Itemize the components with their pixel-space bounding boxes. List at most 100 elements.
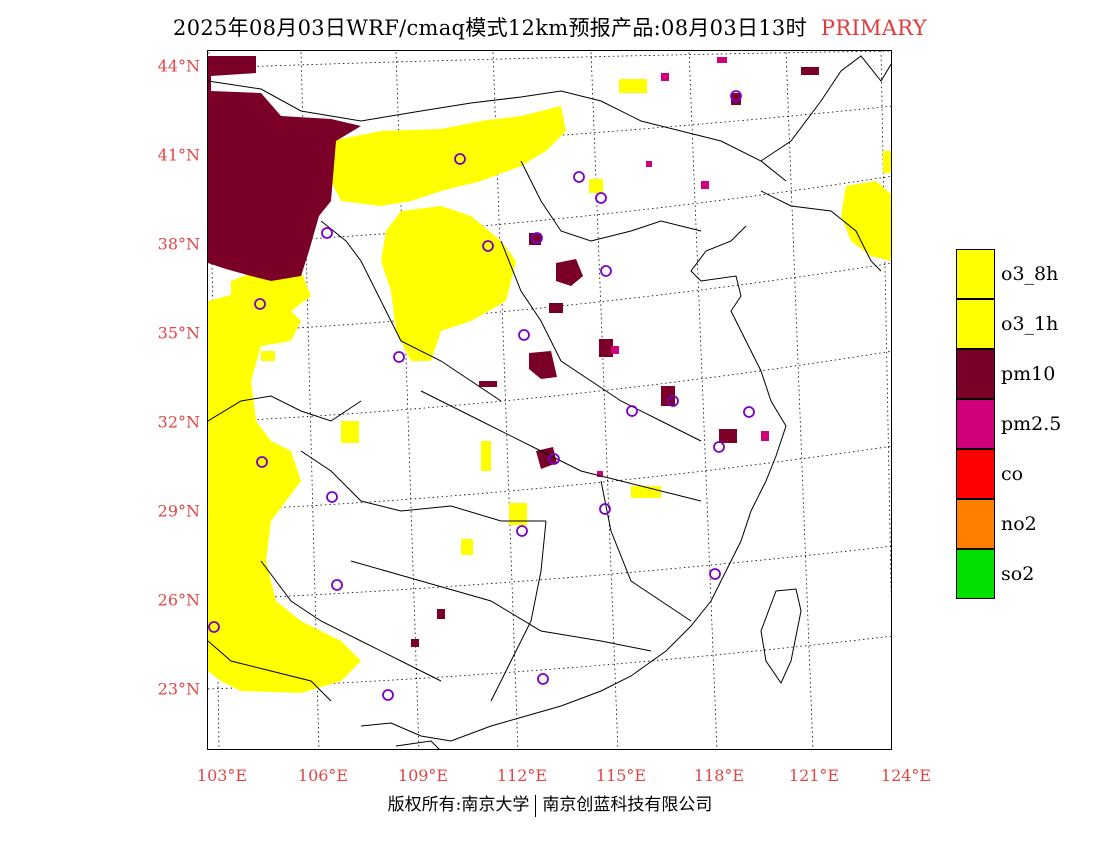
forecast-map [207, 50, 892, 750]
station-marker [537, 673, 549, 685]
station-marker [326, 491, 338, 503]
pm25-patch-6 [761, 431, 769, 441]
lon-line-118 [688, 51, 718, 749]
lat-line-26 [208, 545, 891, 601]
legend-swatch [956, 298, 995, 349]
lat-label-26: 26°N [157, 590, 200, 610]
pm10-patch-5 [661, 386, 675, 406]
province-9 [260, 560, 442, 682]
legend-item-o3-1h: o3_1h [956, 298, 1061, 349]
lat-line-23 [208, 635, 891, 690]
lon-label-103: 103°E [196, 766, 248, 785]
province-7 [600, 480, 692, 622]
lon-line-124 [880, 51, 891, 606]
legend-item-o3-8h: o3_8h [956, 248, 1061, 299]
province-4 [350, 560, 652, 652]
legend-swatch [956, 398, 995, 449]
lat-label-32: 32°N [157, 412, 200, 432]
station-marker [531, 232, 543, 244]
station-marker [743, 406, 755, 418]
map-canvas [208, 51, 891, 749]
lat-line-35 [208, 262, 891, 334]
pm10-patch-shanxi [556, 259, 583, 286]
legend-swatch [956, 498, 995, 549]
coastline [360, 190, 882, 742]
legend-item-co: co [956, 448, 1061, 499]
taiwan [760, 588, 802, 685]
o3-patch-7 [631, 486, 661, 498]
footer-left: 版权所有:南京大学 [387, 795, 530, 815]
o3-region-loess [381, 206, 516, 361]
legend-label: co [1001, 463, 1024, 485]
station-marker [599, 503, 611, 515]
title-primary-tag: PRIMARY [820, 16, 927, 40]
o3-patch-1 [619, 79, 647, 93]
lon-label-124: 124°E [880, 766, 932, 785]
station-marker [321, 227, 333, 239]
border-northeast [760, 55, 891, 162]
pm10-patch-4 [411, 639, 419, 647]
legend-label: o3_1h [1001, 313, 1059, 335]
province-11 [208, 640, 332, 702]
legend-label: pm10 [1001, 363, 1056, 385]
legend-label: o3_8h [1001, 263, 1059, 285]
pm10-patch-7 [801, 67, 819, 75]
footer-right: 南京创蓝科技有限公司 [542, 795, 713, 815]
o3-region-northeast [841, 181, 891, 261]
pm10-patch-jiangsu [719, 429, 737, 443]
lon-line-115 [590, 51, 619, 749]
o3-patch-6 [341, 421, 359, 443]
province-6 [500, 240, 702, 442]
o3-patch-8 [261, 351, 275, 361]
legend-label: so2 [1001, 563, 1035, 585]
legend-label: no2 [1001, 513, 1037, 535]
lon-label-106: 106°E [297, 766, 349, 785]
legend-item-pm10: pm10 [956, 348, 1061, 399]
pm10-patch-3 [437, 609, 445, 619]
province-8 [490, 520, 547, 702]
station-marker [331, 579, 343, 591]
lat-label-29: 29°N [157, 501, 200, 521]
o3-region-west [208, 291, 361, 693]
legend-swatch [956, 548, 995, 599]
o3-patch-9 [883, 151, 891, 173]
station-marker [667, 395, 679, 407]
province-10 [208, 395, 362, 422]
o3-patch-2 [589, 179, 603, 193]
station-marker [454, 153, 466, 165]
station-marker [516, 525, 528, 537]
station-marker [548, 453, 560, 465]
lat-label-38: 38°N [157, 234, 200, 254]
copyright-footer: 版权所有:南京大学 南京创蓝科技有限公司 [0, 790, 1100, 817]
lat-line-32 [208, 350, 891, 423]
stations [208, 90, 755, 701]
chart-title: 2025年08月03日WRF/cmaq模式12km预报产品:08月03日13时 P… [0, 12, 1100, 42]
legend-swatch [956, 348, 995, 399]
station-marker [709, 568, 721, 580]
legend-item-so2: so2 [956, 548, 1061, 599]
o3-region-qinghai [231, 266, 311, 316]
lat-label-41: 41°N [157, 145, 200, 165]
pm10-patch-henan [529, 351, 557, 379]
legend: o3_8h o3_1h pm10 pm2.5 co no2 so2 [956, 248, 1062, 599]
legend-label: pm2.5 [1001, 413, 1062, 435]
station-marker [482, 240, 494, 252]
station-marker [254, 298, 266, 310]
station-marker [626, 405, 638, 417]
legend-swatch [956, 448, 995, 499]
lat-label-35: 35°N [157, 323, 200, 343]
pm10-region-northwest [208, 56, 361, 281]
o3-patch-3 [509, 503, 527, 525]
station-marker [713, 441, 725, 453]
legend-item-no2: no2 [956, 498, 1061, 549]
station-marker [730, 90, 742, 102]
lon-line-121 [785, 51, 814, 749]
pm25-patch-1 [661, 73, 669, 81]
station-marker [382, 689, 394, 701]
lon-label-121: 121°E [788, 766, 840, 785]
station-marker [600, 265, 612, 277]
pm25-patch-7 [597, 471, 603, 477]
lat-line-38 [208, 175, 891, 245]
province-1 [320, 220, 502, 402]
o3-patch-5 [461, 539, 473, 555]
